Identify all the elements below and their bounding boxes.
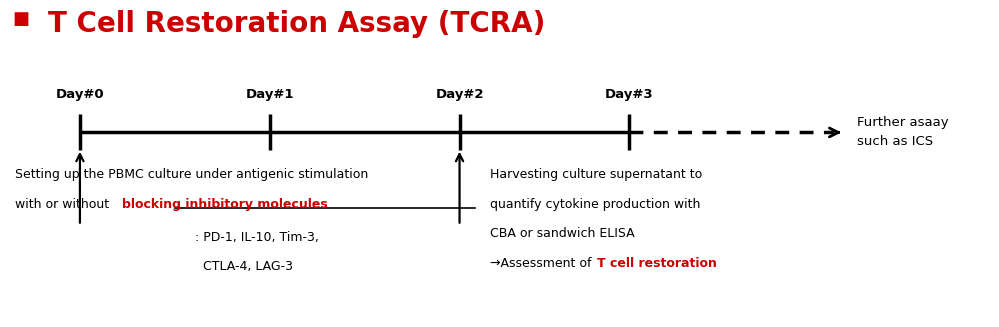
Text: →Assessment of: →Assessment of xyxy=(490,257,595,270)
Text: T cell restoration: T cell restoration xyxy=(597,257,717,270)
Text: T Cell Restoration Assay (TCRA): T Cell Restoration Assay (TCRA) xyxy=(48,10,545,38)
Text: with or without: with or without xyxy=(15,198,113,211)
Text: Day#3: Day#3 xyxy=(605,88,653,101)
Text: CBA or sandwich ELISA: CBA or sandwich ELISA xyxy=(490,227,634,240)
Text: : PD-1, IL-10, Tim-3,: : PD-1, IL-10, Tim-3, xyxy=(195,231,319,244)
Text: CTLA-4, LAG-3: CTLA-4, LAG-3 xyxy=(195,260,293,273)
Text: Day#2: Day#2 xyxy=(436,88,484,101)
Text: Day#1: Day#1 xyxy=(246,88,294,101)
Text: quantify cytokine production with: quantify cytokine production with xyxy=(490,198,700,211)
Text: Harvesting culture supernatant to: Harvesting culture supernatant to xyxy=(490,168,701,181)
Text: blocking inhibitory molecules: blocking inhibitory molecules xyxy=(122,198,328,211)
Text: Further asaay
such as ICS: Further asaay such as ICS xyxy=(857,116,949,148)
Text: Day#0: Day#0 xyxy=(56,88,104,101)
Text: ■: ■ xyxy=(12,10,29,28)
Text: Setting up the PBMC culture under antigenic stimulation: Setting up the PBMC culture under antige… xyxy=(15,168,369,181)
